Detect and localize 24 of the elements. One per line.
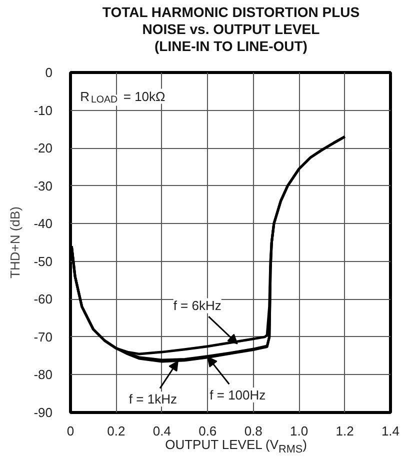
x-tick-label: 0.2 bbox=[107, 424, 126, 438]
y-tick-label: -10 bbox=[34, 102, 53, 118]
y-tick-label: -50 bbox=[34, 254, 53, 269]
x-tick-label: 0.6 bbox=[198, 424, 217, 438]
y-tick-label: -30 bbox=[34, 178, 53, 194]
annotation: f = 100Hz bbox=[210, 387, 266, 402]
annotation: f = 6kHz bbox=[173, 298, 222, 314]
y-tick-label: -60 bbox=[34, 292, 53, 307]
annotation: f = 1kHz bbox=[128, 392, 177, 407]
y-tick-label: 0 bbox=[45, 65, 53, 80]
y-tick-label: -20 bbox=[34, 140, 53, 156]
y-tick-label: -80 bbox=[34, 367, 53, 382]
y-tick-label: -70 bbox=[34, 329, 53, 344]
y-tick-label: -90 bbox=[34, 405, 53, 420]
x-tick-label: 0 bbox=[66, 424, 74, 438]
x-tick-label: 1.2 bbox=[336, 424, 354, 438]
x-axis-title: OUTPUT LEVEL (V$_{RMS}$) bbox=[165, 437, 307, 456]
x-tick-label: 0.4 bbox=[152, 424, 171, 438]
y-tick-label: -40 bbox=[34, 216, 53, 232]
x-tick-label: 1.0 bbox=[290, 424, 308, 438]
x-tick-label: 0.8 bbox=[244, 424, 262, 438]
x-tick-label: 1.4 bbox=[381, 424, 400, 438]
chart-title: TOTAL HARMONIC DISTORTION PLUS NOISE vs. OUTPUT LEVEL (LINE-IN TO LINE-OUT) bbox=[102, 4, 360, 54]
y-axis-title: THD+N (dB) bbox=[8, 206, 23, 278]
